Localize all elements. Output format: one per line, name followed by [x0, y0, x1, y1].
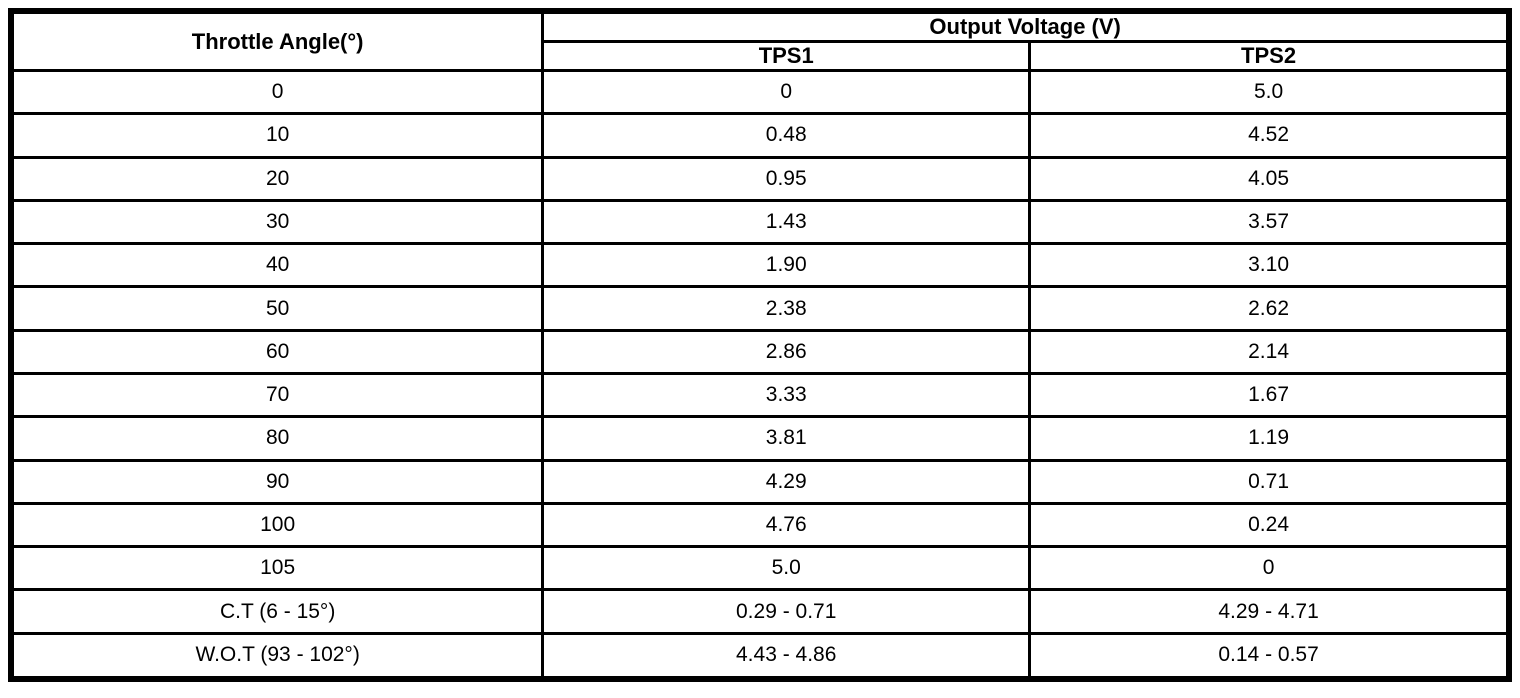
table-row: 105 5.0 0 [9, 545, 1511, 592]
throttle-angle-cell: 105 [9, 545, 545, 592]
table-row: 50 2.38 2.62 [9, 285, 1511, 332]
tps1-cell: 0.29 - 0.71 [541, 588, 1032, 635]
tps1-cell: 0 [541, 68, 1032, 116]
tps1-cell: 2.38 [541, 285, 1032, 332]
tps2-cell: 5.0 [1028, 68, 1511, 116]
throttle-angle-cell: 10 [9, 112, 545, 159]
table-row: 0 0 5.0 [9, 68, 1511, 116]
tps2-cell: 0.71 [1028, 458, 1511, 505]
table-row: 30 1.43 3.57 [9, 198, 1511, 246]
col-header-tps1: TPS1 [541, 40, 1032, 72]
col-header-throttle-angle: Throttle Angle(°) [9, 9, 545, 72]
tps1-cell: 0.95 [541, 155, 1032, 202]
throttle-angle-cell: C.T (6 - 15°) [9, 588, 545, 635]
throttle-angle-cell: 90 [9, 458, 545, 505]
tps2-cell: 2.62 [1028, 285, 1511, 332]
header-row-sub: TPS1 TPS2 [11, 40, 1511, 72]
tps1-cell: 0.48 [541, 112, 1032, 159]
tps1-cell: 4.76 [541, 501, 1032, 549]
tps1-cell: 2.86 [541, 328, 1032, 375]
table-row: 20 0.95 4.05 [9, 155, 1511, 202]
tps1-cell: 4.29 [541, 458, 1032, 505]
table-row: 40 1.90 3.10 [9, 242, 1511, 289]
tps2-cell: 0.24 [1028, 501, 1511, 549]
throttle-angle-cell: W.O.T (93 - 102°) [9, 631, 545, 681]
tps2-cell: 1.67 [1028, 371, 1511, 419]
tps2-cell: 2.14 [1028, 328, 1511, 375]
tps1-cell: 5.0 [541, 545, 1032, 592]
tps-output-voltage-table: Throttle Angle(°) Output Voltage (V) TPS… [8, 8, 1512, 682]
table-row: 60 2.86 2.14 [9, 328, 1511, 375]
tps1-cell: 1.90 [541, 242, 1032, 289]
throttle-angle-cell: 70 [9, 371, 545, 419]
tps1-cell: 3.81 [541, 415, 1032, 462]
throttle-angle-cell: 30 [9, 198, 545, 246]
throttle-angle-cell: 40 [9, 242, 545, 289]
throttle-angle-cell: 100 [9, 501, 545, 549]
tps1-cell: 3.33 [541, 371, 1032, 419]
tps1-cell: 1.43 [541, 198, 1032, 246]
throttle-angle-cell: 60 [9, 328, 545, 375]
tps2-cell: 3.57 [1028, 198, 1511, 246]
throttle-angle-cell: 50 [9, 285, 545, 332]
table-row: 90 4.29 0.71 [9, 458, 1511, 505]
tps2-cell: 4.05 [1028, 155, 1511, 202]
table-row: W.O.T (93 - 102°) 4.43 - 4.86 0.14 - 0.5… [9, 631, 1511, 681]
table-row: 100 4.76 0.24 [9, 501, 1511, 549]
tps1-cell: 4.43 - 4.86 [541, 631, 1032, 681]
table-row: C.T (6 - 15°) 0.29 - 0.71 4.29 - 4.71 [9, 588, 1511, 635]
table-row: 70 3.33 1.67 [9, 371, 1511, 419]
tps2-cell: 0 [1028, 545, 1511, 592]
table-row: 80 3.81 1.19 [9, 415, 1511, 462]
tps2-cell: 0.14 - 0.57 [1028, 631, 1511, 681]
table-row: 10 0.48 4.52 [9, 112, 1511, 159]
throttle-angle-cell: 80 [9, 415, 545, 462]
tps2-cell: 4.29 - 4.71 [1028, 588, 1511, 635]
tps2-cell: 1.19 [1028, 415, 1511, 462]
tps2-cell: 3.10 [1028, 242, 1511, 289]
header-row-group: Throttle Angle(°) Output Voltage (V) [9, 9, 1511, 72]
throttle-angle-cell: 0 [9, 68, 545, 116]
col-header-output-voltage: Output Voltage (V) [541, 9, 1511, 43]
tps2-cell: 4.52 [1028, 112, 1511, 159]
col-header-tps2: TPS2 [1028, 40, 1511, 72]
throttle-angle-cell: 20 [9, 155, 545, 202]
